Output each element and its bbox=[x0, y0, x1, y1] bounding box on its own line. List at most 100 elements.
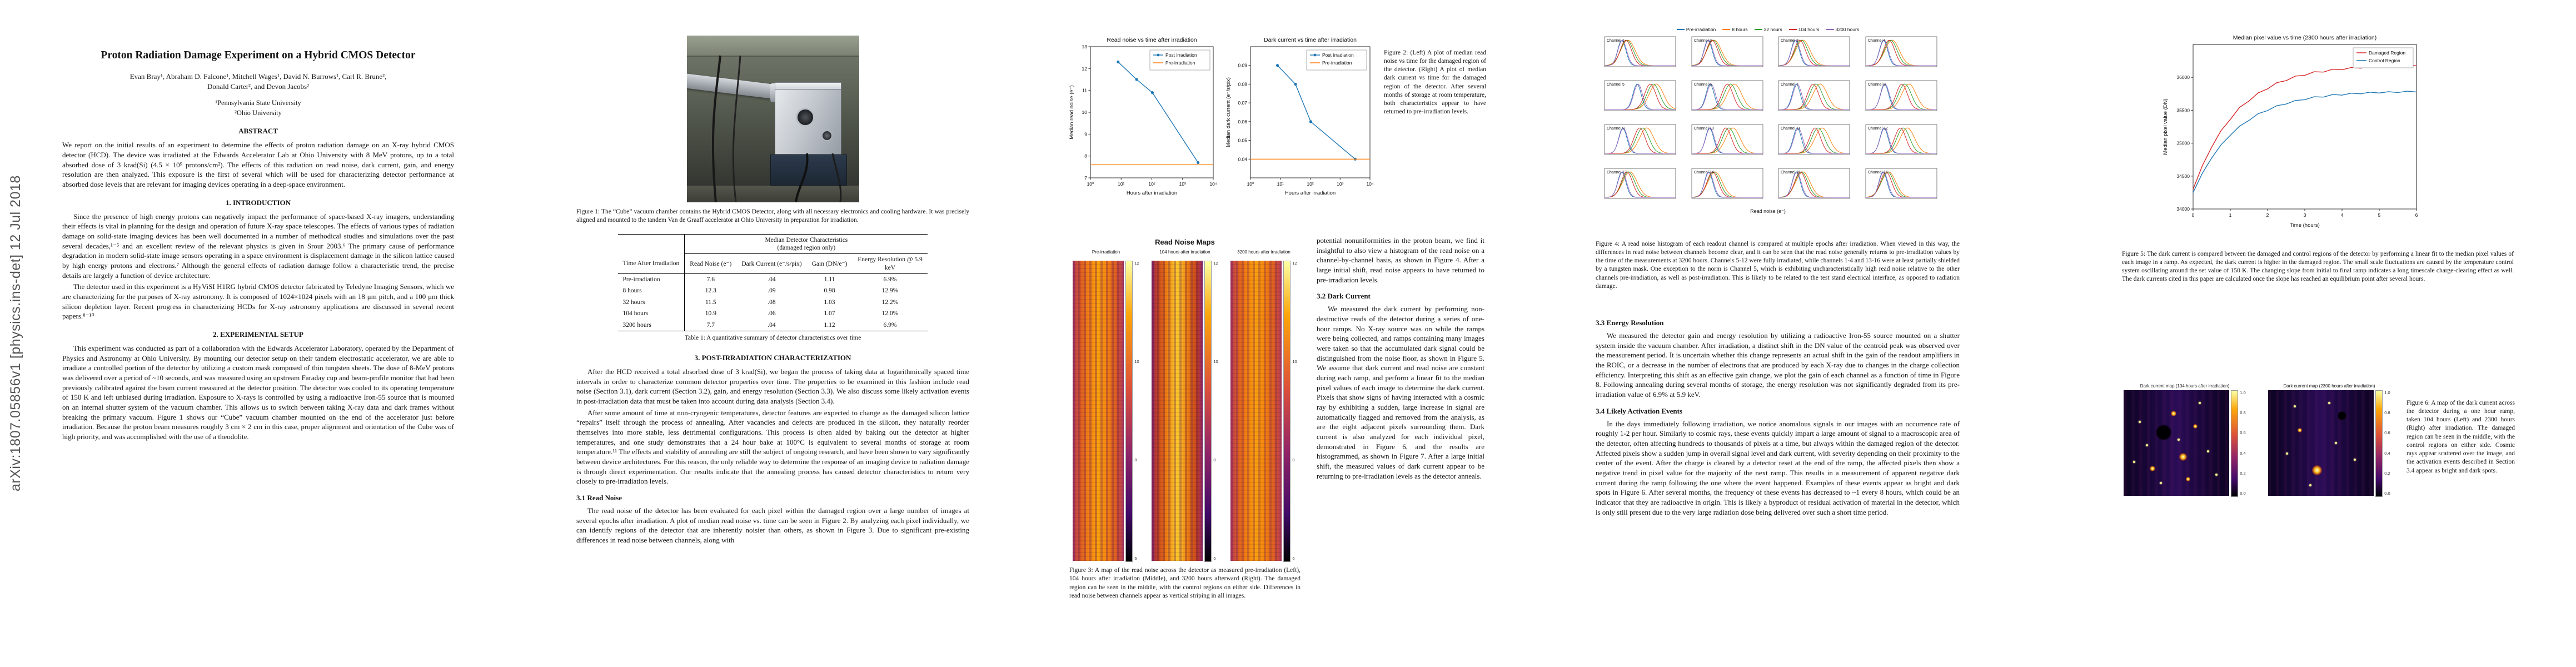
subplot-Channel 11: Channel 11 bbox=[1778, 124, 1850, 155]
rect-element bbox=[1306, 49, 1367, 71]
legend-label: Damaged Region bbox=[2369, 50, 2405, 56]
table-cell: 6.9% bbox=[883, 321, 897, 328]
figure4-subplot: Channel 16 bbox=[1857, 166, 1941, 207]
y-tick-label: 0.05 bbox=[1238, 138, 1247, 143]
figure4-x-axis-label: Read noise (e⁻) bbox=[1750, 208, 1786, 214]
cosmic-spot bbox=[2354, 459, 2356, 461]
polyline-element bbox=[1605, 83, 1676, 110]
channel-label: Channel 4 bbox=[1868, 39, 1886, 43]
table-cell: 11.5 bbox=[705, 298, 716, 306]
table-cell: .08 bbox=[768, 298, 776, 306]
cosmic-spot bbox=[2146, 444, 2149, 446]
colorbar-tick-label: 0.6 bbox=[2384, 430, 2390, 436]
circle-element bbox=[1157, 53, 1160, 57]
table-cell: 0.98 bbox=[824, 287, 835, 295]
table-cell: 10.9 bbox=[705, 310, 716, 317]
polyline-element bbox=[1778, 127, 1850, 154]
figure4-subplot-grid: Channel 1 Channel 2 Channel 3 Channel 4 Chan… bbox=[1596, 34, 1940, 207]
table-cell: .04 bbox=[768, 276, 776, 283]
figure4-subplot: Channel 6 bbox=[1683, 78, 1767, 119]
rect-element bbox=[1865, 36, 1937, 67]
circle-element bbox=[1309, 120, 1313, 123]
subplot-Channel 12: Channel 12 bbox=[1865, 124, 1937, 155]
figure4-subplot: Channel 11 bbox=[1770, 122, 1853, 163]
y-tick-label: 0.08 bbox=[1238, 81, 1247, 87]
dark-spot bbox=[2338, 411, 2347, 420]
table-column-header: Gain (DN/e⁻) bbox=[806, 253, 853, 275]
channel-label: Channel 2 bbox=[1694, 39, 1712, 43]
table-span-header: Median Detector Characteristics (damaged … bbox=[684, 234, 928, 255]
subplot-Channel 10: Channel 10 bbox=[1691, 124, 1763, 155]
y-tick-label: 34500 bbox=[2176, 173, 2190, 179]
channel-label: Channel 15 bbox=[1781, 171, 1801, 175]
x-tick-label: 5 bbox=[2378, 212, 2381, 218]
cosmic-spot bbox=[2199, 401, 2201, 404]
colorbar-ticks: 12 10 8 6 bbox=[1292, 261, 1297, 561]
cosmic-spot bbox=[2286, 452, 2289, 455]
figure4-legend-item: 3200 hours bbox=[1826, 27, 1859, 32]
polyline-element bbox=[1604, 127, 1676, 154]
subplot-Channel 13: Channel 13 bbox=[1604, 168, 1676, 199]
y-tick-label: 0.07 bbox=[1238, 100, 1247, 106]
x-tick-label: 10² bbox=[1148, 181, 1155, 187]
figure6-map-row: 1.0 0.8 0.6 0.4 0.2 0.0 bbox=[2268, 390, 2390, 497]
polyline-element bbox=[1778, 39, 1850, 66]
subplot-Channel 7: Channel 7 bbox=[1778, 80, 1850, 111]
channel-label: Channel 5 bbox=[1607, 83, 1625, 87]
x-tick-label: 6 bbox=[2415, 212, 2418, 218]
x-tick-label: 2 bbox=[2266, 212, 2269, 218]
colorbar-ticks: 12 10 8 6 bbox=[1134, 261, 1139, 561]
channel-label: Channel 7 bbox=[1781, 83, 1798, 87]
channel-label: Channel 8 bbox=[1868, 83, 1886, 87]
read-noise-map-image bbox=[1073, 261, 1124, 561]
x-tick-label: 1 bbox=[2229, 212, 2232, 218]
rect-element bbox=[1149, 49, 1210, 71]
figure6-map-0: Dark current map (104 hours after irradi… bbox=[2116, 384, 2253, 497]
colorbar-tick-label: 8 bbox=[1213, 457, 1216, 462]
page-2: Figure 1: The “Cube” vacuum chamber cont… bbox=[515, 0, 1030, 667]
figure4-subplot: Channel 9 bbox=[1596, 122, 1680, 163]
subplot-Channel 14: Channel 14 bbox=[1691, 168, 1763, 199]
table-cell: .09 bbox=[768, 287, 776, 295]
figure6-map-row: 1.0 0.8 0.6 0.4 0.2 0.0 bbox=[2124, 390, 2246, 497]
photo-small-port bbox=[821, 130, 833, 141]
section-3-1-continued: potential nonuniformities in the proton … bbox=[1317, 236, 1484, 284]
rect-element bbox=[1691, 80, 1763, 111]
table-column-header: Energy Resolution @ 5.9 keV bbox=[852, 253, 928, 275]
figure4-grid: Pre-irradiation 8 hours 32 hours 104 hours 3… bbox=[1596, 27, 1940, 215]
section-3-3-heading: 3.3 Energy Resolution bbox=[1596, 318, 1664, 327]
x-tick-label: 10³ bbox=[1179, 181, 1186, 187]
fig5-median-pixel-value: 0 1 2 3 4 5 6 34000 34500 35000 35500 36000 Median p… bbox=[2163, 34, 2418, 228]
bright-spot bbox=[2298, 428, 2303, 433]
section-3-paragraph-2: After some amount of time at non-cryogen… bbox=[576, 408, 969, 486]
legend-label: 8 hours bbox=[1732, 27, 1748, 32]
colorbar-tick-label: 0.0 bbox=[2384, 490, 2390, 496]
section-3-1-heading: 3.1 Read Noise bbox=[576, 494, 622, 502]
colorbar-tick-label: 0.6 bbox=[2240, 430, 2246, 436]
polyline-element bbox=[1277, 65, 1356, 160]
figure3-panel-label: 3200 hours after irradiation bbox=[1237, 250, 1291, 255]
dark-current-map-image bbox=[2124, 390, 2230, 496]
authors-line-2: Donald Carter², and Devon Jacobs² bbox=[207, 82, 309, 91]
legend-label: 104 hours bbox=[1798, 27, 1820, 32]
section-3-3-paragraph-1: We measured the detector gain and energy… bbox=[1596, 331, 1960, 399]
x-axis-label: Hours after irradiation bbox=[1285, 190, 1336, 196]
subplot-Channel 3: Channel 3 bbox=[1778, 36, 1850, 67]
y-tick-label: 9 bbox=[1084, 131, 1087, 137]
section-3-paragraph-1: After the HCD received a total absorbed … bbox=[576, 367, 969, 405]
y-tick-label: 36000 bbox=[2176, 74, 2190, 80]
colorbar-tick-label: 10 bbox=[1134, 359, 1139, 364]
table-cell: 7.6 bbox=[706, 276, 715, 283]
legend-label: Post irradiation bbox=[1165, 52, 1197, 58]
figure4-subplot: Channel 12 bbox=[1857, 122, 1941, 163]
chart-title: Dark current vs time after irradiation bbox=[1264, 37, 1357, 43]
figure3-panel-0: Pre-irradiation 12 10 8 6 bbox=[1069, 250, 1143, 562]
polyline-element bbox=[2193, 91, 2417, 193]
table-cell: 3200 hours bbox=[617, 319, 685, 331]
table-row: 104 hours 10.9 .06 1.07 12.0% bbox=[617, 308, 928, 320]
x-tick-label: 0 bbox=[2192, 212, 2195, 218]
affiliation-2: ²Ohio University bbox=[235, 108, 282, 117]
table-cell: 8 hours bbox=[617, 285, 685, 297]
rect-element bbox=[1865, 168, 1937, 199]
circle-element bbox=[1197, 161, 1200, 165]
